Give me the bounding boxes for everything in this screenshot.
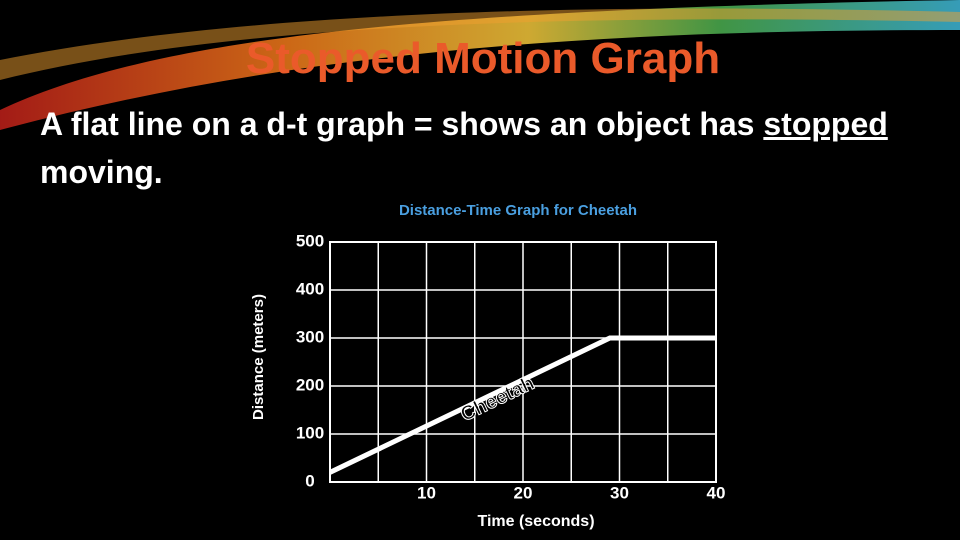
y-tick-label: 100 <box>296 423 324 442</box>
decoration-swoosh <box>0 0 960 130</box>
decoration-swoosh <box>0 8 960 80</box>
y-axis-label: Distance (meters) <box>250 294 267 420</box>
y-tick-label: 400 <box>296 279 324 298</box>
body-text: moving. <box>40 154 163 190</box>
x-tick-label: 40 <box>707 483 726 502</box>
x-tick-label: 20 <box>514 483 533 502</box>
chart-title: Distance-Time Graph for Cheetah <box>399 202 637 219</box>
x-tick-label: 30 <box>610 483 629 502</box>
body-underlined: stopped <box>763 106 888 142</box>
slide-body: A flat line on a d-t graph = shows an ob… <box>40 100 900 196</box>
y-tick-label: 200 <box>296 375 324 394</box>
slide-title: Stopped Motion Graph <box>245 34 721 83</box>
body-text: A flat line on a d-t graph = shows an ob… <box>40 106 764 142</box>
series-label: Cheetah <box>457 372 538 426</box>
y-tick-label: 500 <box>296 231 324 250</box>
x-axis-label: Time (seconds) <box>477 513 594 530</box>
x-tick-label: 10 <box>417 483 436 502</box>
y-tick-label: 300 <box>296 327 324 346</box>
y-tick-label: 0 <box>305 471 314 490</box>
data-line <box>328 335 716 475</box>
